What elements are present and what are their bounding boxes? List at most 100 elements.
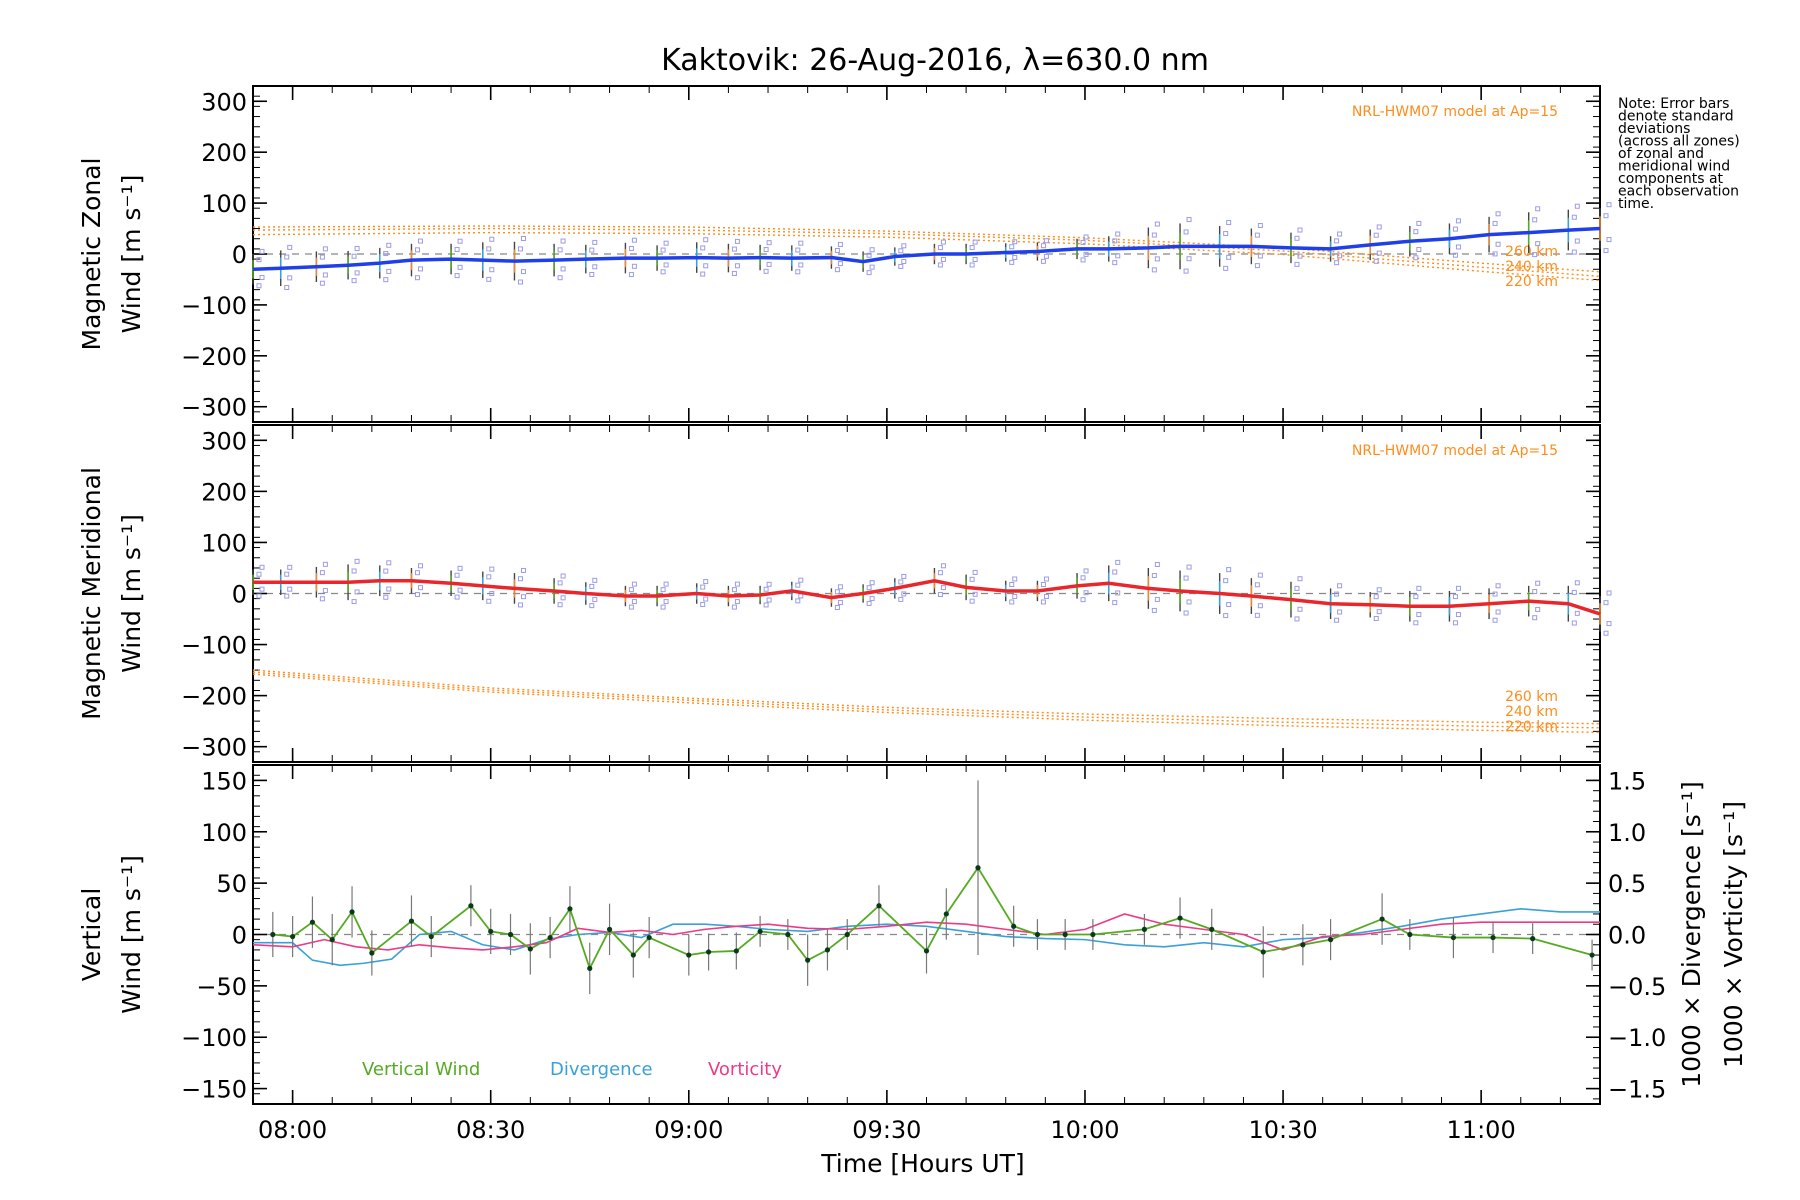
vertical-wind-point (785, 931, 791, 938)
zone-point (354, 270, 360, 276)
zone-point (1012, 254, 1018, 260)
zone-point (284, 571, 290, 577)
zone-point (1009, 582, 1015, 588)
legend-vertical-wind: Vertical Wind (362, 1059, 480, 1080)
zone-point (766, 261, 772, 267)
vertical-wind-point (1141, 926, 1147, 932)
zone-point (1416, 220, 1422, 226)
vertical-wind-point (507, 931, 514, 938)
y-tick-label: −100 (181, 1024, 247, 1052)
y-axis-label: Wind [m s⁻¹] (117, 855, 146, 1014)
zone-point (795, 582, 801, 588)
y-tick-label: 50 (216, 870, 247, 898)
zone-point (557, 602, 563, 608)
zone-point (1115, 590, 1121, 596)
zone-point (386, 242, 392, 248)
zone-point (319, 280, 325, 286)
zone-point (1043, 253, 1049, 259)
zone-point (1009, 599, 1015, 605)
zone-point (1535, 206, 1541, 212)
vertical-panel: 150 100 50 0 −50 −100 −150 Vertical Wind [m s⁻¹]… (77, 764, 1748, 1105)
zone-point (351, 568, 357, 574)
zone-point (700, 245, 706, 251)
zone-point (354, 589, 360, 595)
y-tick-label: 200 (201, 478, 247, 506)
zone-point (734, 599, 740, 605)
vertical-wind-point (1450, 934, 1457, 941)
zone-point (972, 569, 978, 575)
zone-point (1413, 594, 1419, 600)
model-curve (252, 227, 1601, 278)
y2-tick-label: 1.5 (1608, 767, 1646, 795)
zone-point (1413, 229, 1419, 235)
zone-point (486, 246, 492, 252)
zone-point (700, 584, 706, 590)
y-tick-label: −300 (181, 394, 247, 422)
model-curve-label: 240 km (1505, 704, 1558, 720)
zone-point (1112, 238, 1118, 244)
zone-point (901, 258, 907, 264)
x-tick-label: 09:30 (852, 1116, 921, 1144)
zone-point (354, 558, 360, 564)
vertical-wind-point (1328, 937, 1334, 943)
zone-point (1606, 202, 1612, 208)
zone-point (1455, 585, 1461, 591)
y-tick-label: −50 (196, 973, 247, 1001)
zone-point (1009, 244, 1015, 250)
zone-point (969, 576, 975, 582)
zone-point (589, 271, 595, 277)
zone-point (489, 566, 495, 572)
zone-point (1043, 576, 1049, 582)
zone-point (1571, 589, 1577, 595)
chart-title: Kaktovik: 26-Aug-2016, λ=630.0 nm (661, 43, 1209, 78)
zone-point (795, 598, 801, 604)
meridional-panel: 300 200 100 0 −100 −200 −300 Magnetic Meridiona… (77, 424, 1612, 763)
zone-point (486, 598, 492, 604)
zone-point (287, 564, 293, 570)
model-curve-label: 220 km (1505, 274, 1558, 290)
zone-point (1112, 600, 1118, 606)
vertical-wind-point (1011, 923, 1017, 929)
zone-point (1376, 224, 1382, 230)
zone-point (763, 247, 769, 253)
zone-point (557, 247, 563, 253)
vertical-wind-point (646, 934, 652, 941)
zone-point (1606, 237, 1612, 243)
zone-point (592, 597, 598, 603)
zone-point (1492, 251, 1498, 257)
zone-point (454, 572, 460, 578)
y2-tick-label: 0.0 (1608, 922, 1646, 950)
vertical-wind-point (975, 865, 981, 871)
zone-point (940, 585, 946, 591)
zone-point (869, 264, 875, 270)
zone-point (1151, 573, 1157, 579)
zone-point (969, 245, 975, 251)
zone-point (383, 594, 389, 600)
y-tick-label: 300 (201, 427, 247, 455)
zone-point (319, 254, 325, 260)
zone-point (319, 596, 325, 602)
zone-point (560, 573, 566, 579)
zone-point (660, 269, 666, 275)
zone-point (322, 272, 328, 278)
vertical-wind-point (309, 919, 316, 925)
zone-point (663, 581, 669, 587)
zone-point (766, 240, 772, 246)
vertical-wind-point (1177, 915, 1183, 921)
zone-point (1083, 251, 1089, 257)
zone-point (1154, 561, 1160, 567)
zone-point (901, 243, 907, 249)
y-tick-label: −200 (181, 683, 247, 711)
zone-point (1495, 241, 1501, 247)
zone-point (414, 275, 420, 281)
zone-point (256, 571, 262, 577)
vertical-wind-point (630, 952, 636, 958)
zone-point (1294, 261, 1300, 267)
y2-tick-label: −0.5 (1608, 973, 1666, 1001)
zone-point (628, 272, 634, 278)
zone-point (1012, 593, 1018, 599)
zone-point (592, 577, 598, 583)
zone-point (1040, 243, 1046, 249)
zone-point (259, 586, 265, 592)
